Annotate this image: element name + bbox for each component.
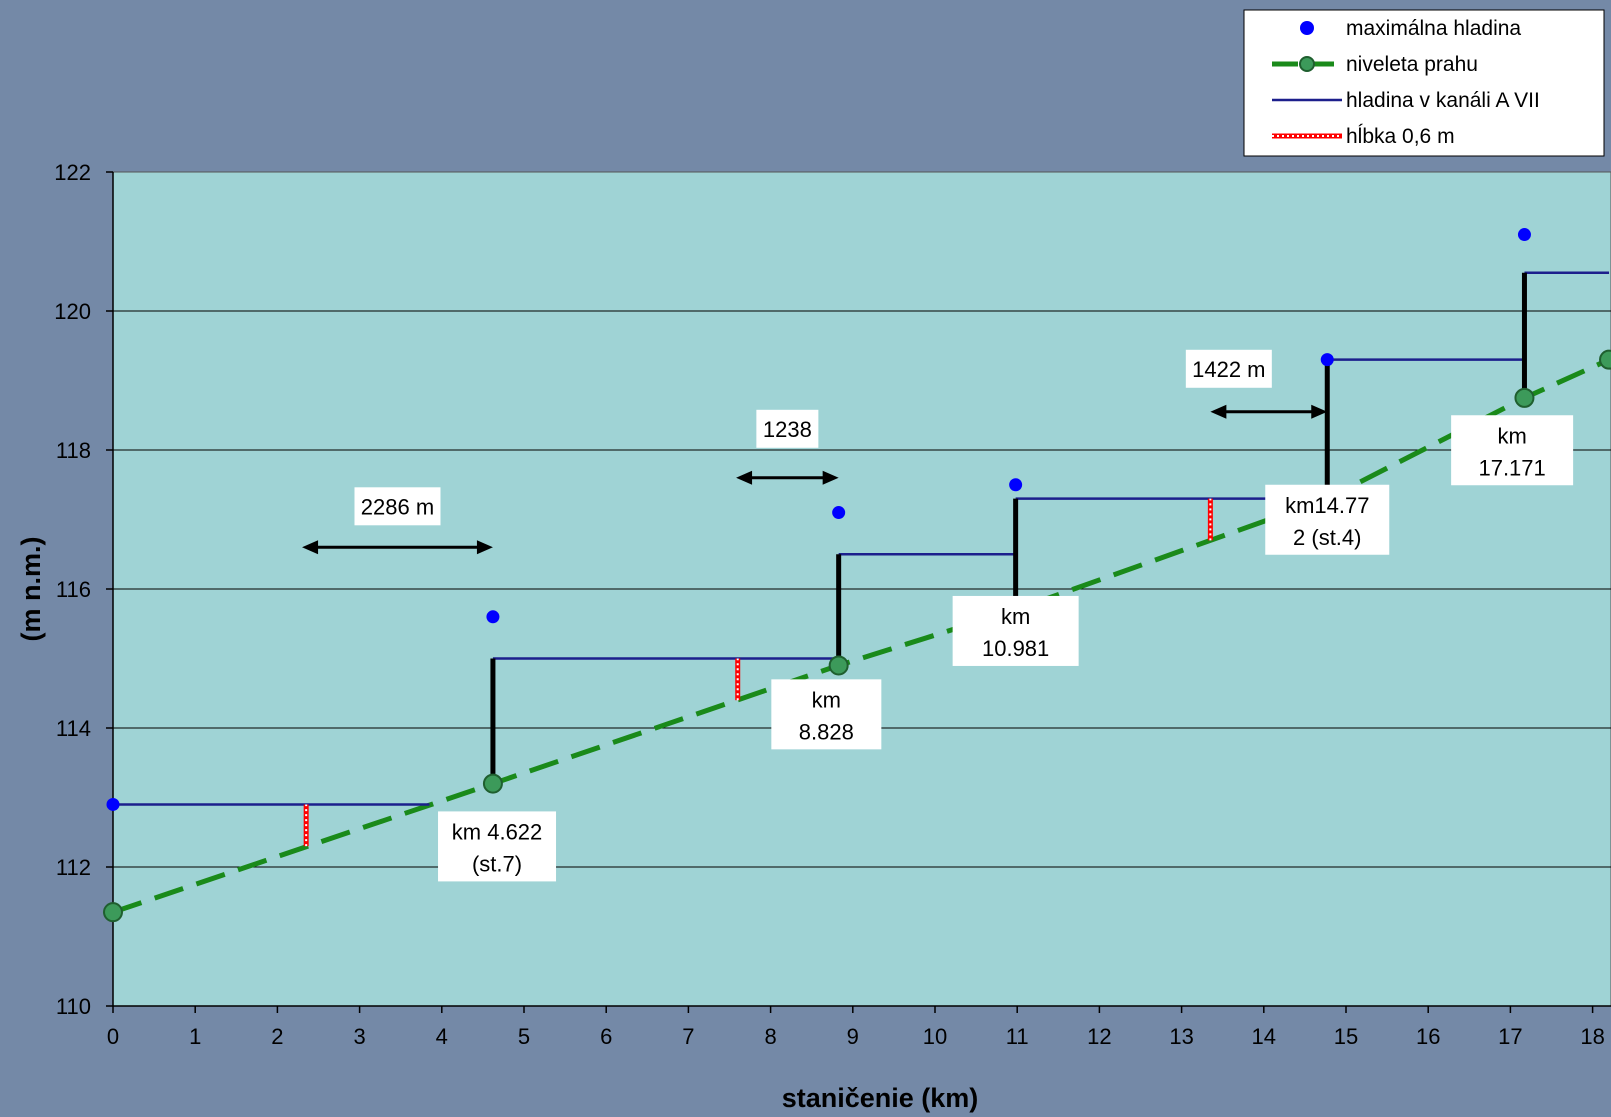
y-tick-label: 116 <box>56 577 91 602</box>
x-tick-label: 10 <box>923 1024 947 1049</box>
x-tick-label: 18 <box>1580 1024 1604 1049</box>
max-hladina-point <box>1517 228 1531 242</box>
station-label-box <box>438 811 557 882</box>
niveleta-point <box>103 902 123 923</box>
x-tick-label: 15 <box>1334 1024 1358 1049</box>
legend-label: maximálna hladina <box>1346 17 1521 40</box>
legend: maximálna hladina niveleta prahu hladina v… <box>1243 9 1605 157</box>
x-tick-label: 17 <box>1498 1024 1522 1049</box>
y-tick-label: 114 <box>56 716 91 741</box>
dimension-label-box <box>756 409 819 448</box>
station-label: (st.7) <box>472 851 522 876</box>
x-tick-label: 13 <box>1169 1024 1193 1049</box>
niveleta-point <box>828 655 849 676</box>
arrow-head-left <box>736 470 753 485</box>
niveleta-point <box>482 773 503 794</box>
legend-swatch-marker <box>1299 56 1315 72</box>
arrow-head-left <box>302 540 319 555</box>
x-tick-label: 12 <box>1087 1024 1111 1049</box>
station-label: 17.171 <box>1478 455 1545 480</box>
legend-box <box>1243 9 1605 157</box>
station-label-box <box>1265 484 1390 555</box>
station-label: 2 (st.4) <box>1293 525 1361 550</box>
x-tick-label: 11 <box>1006 1024 1029 1049</box>
max-hladina-point <box>1009 478 1023 492</box>
legend-label: hĺbka 0,6 m <box>1346 124 1455 148</box>
station-label: km 4.622 <box>452 819 543 844</box>
station-label: 10.981 <box>982 636 1049 661</box>
legend-swatch-dot <box>1300 21 1314 35</box>
y-tick-label: 122 <box>54 160 91 185</box>
arrow-head-right <box>1311 404 1328 419</box>
dimension-label-box <box>354 487 441 526</box>
x-tick-label: 2 <box>271 1024 283 1049</box>
legend-label: niveleta prahu <box>1346 53 1478 76</box>
legend-label: hladina v kanáli A VII <box>1346 89 1540 112</box>
station-label: km <box>812 687 841 712</box>
x-tick-label: 0 <box>107 1024 119 1049</box>
max-hladina-point <box>1320 353 1334 367</box>
station-label: 8.828 <box>799 719 854 744</box>
y-tick-label: 118 <box>56 438 91 463</box>
dimension-label: 2286 m <box>361 494 434 519</box>
x-tick-label: 3 <box>353 1024 365 1049</box>
y-tick-label: 112 <box>56 855 91 880</box>
x-tick-label: 1 <box>189 1024 201 1049</box>
dimension-label: 1422 m <box>1192 357 1265 382</box>
y-tick-label: 110 <box>56 994 91 1019</box>
max-hladina-point <box>106 797 120 811</box>
y-tick-label: 120 <box>54 299 91 324</box>
dimension-label-box <box>1185 349 1272 388</box>
station-label: km <box>1001 604 1030 629</box>
dimension-label: 1238 <box>763 417 812 442</box>
y-axis-title: (m n.m.) <box>16 537 46 642</box>
x-tick-label: 16 <box>1416 1024 1440 1049</box>
niveleta-point <box>1514 387 1535 408</box>
max-hladina-point <box>486 610 500 624</box>
x-axis-title: staničenie (km) <box>782 1083 979 1113</box>
arrow-head-right <box>476 540 493 555</box>
niveleta-point <box>1599 349 1611 370</box>
arrow-head-left <box>1210 404 1227 419</box>
station-label: km14.77 <box>1285 493 1369 518</box>
station-label-box <box>952 595 1079 666</box>
x-tick-label: 5 <box>518 1024 530 1049</box>
station-label-box <box>1451 415 1574 486</box>
x-tick-label: 14 <box>1252 1024 1276 1049</box>
x-tick-label: 4 <box>436 1024 448 1049</box>
max-hladina-point <box>832 506 846 520</box>
arrow-head-right <box>822 470 839 485</box>
x-tick-label: 8 <box>764 1024 776 1049</box>
x-tick-label: 7 <box>682 1024 694 1049</box>
station-label: km <box>1497 423 1526 448</box>
station-label-box <box>771 679 882 750</box>
x-tick-label: 6 <box>600 1024 612 1049</box>
x-tick-label: 9 <box>847 1024 859 1049</box>
